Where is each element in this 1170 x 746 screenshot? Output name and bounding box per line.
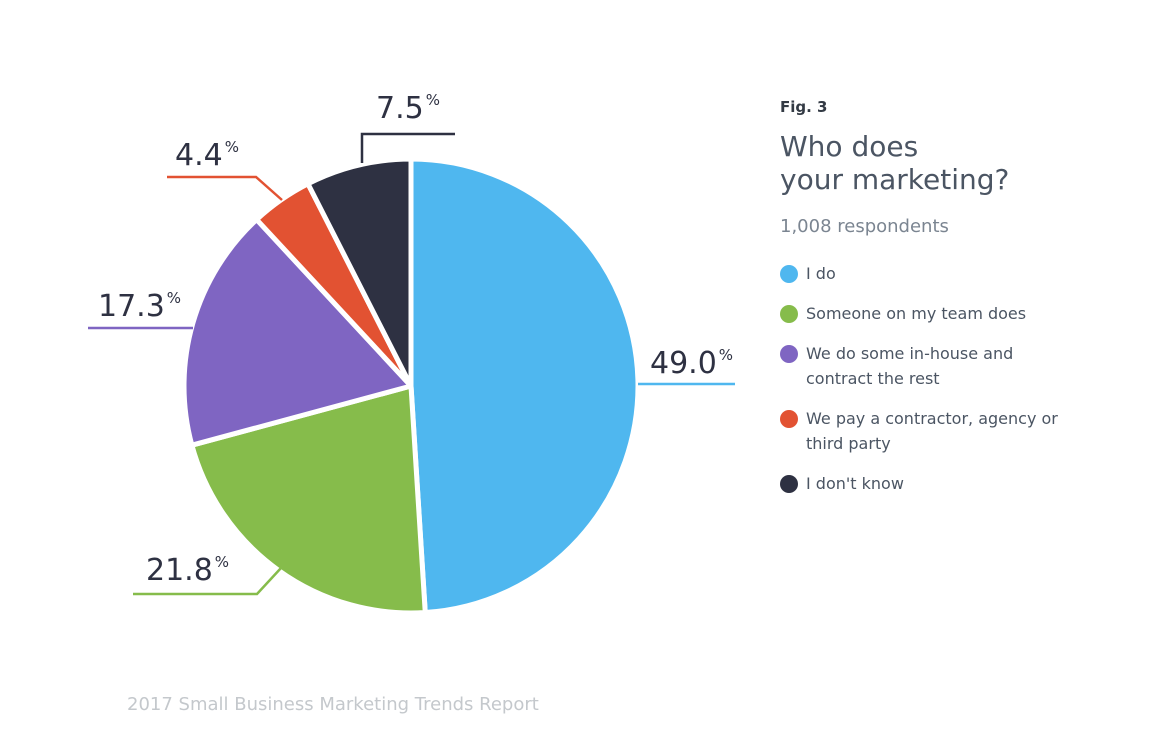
legend-label-dont-know: I don't know: [806, 474, 904, 493]
leader-line-contractor: [167, 175, 283, 201]
legend: I do Someone on my team does We do some …: [780, 261, 1160, 496]
legend-label-in-house: We do some in-house and contract the res…: [806, 344, 1014, 388]
data-label-team: 21.8%: [146, 553, 229, 588]
legend-item-contractor: We pay a contractor, agency or third par…: [780, 406, 1160, 456]
legend-swatch-i-do: [780, 265, 798, 283]
legend-item-team: Someone on my team does: [780, 301, 1160, 326]
legend-swatch-dont-know: [780, 475, 798, 493]
chart-title: Who does your marketing?: [780, 130, 1010, 196]
data-label-contractor: 4.4%: [175, 138, 239, 173]
legend-label-i-do: I do: [806, 264, 836, 283]
data-label-i-do: 49.0%: [650, 346, 733, 381]
data-label-in-house: 17.3%: [98, 289, 181, 324]
legend-label-contractor: We pay a contractor, agency or third par…: [806, 409, 1058, 453]
chart-subtitle: 1,008 respondents: [780, 216, 949, 237]
percent-sign: %: [719, 346, 733, 364]
legend-item-i-do: I do: [780, 261, 1160, 286]
legend-swatch-contractor: [780, 410, 798, 428]
pie-slice-dont-know: [305, 156, 414, 389]
chart-info-panel: Fig. 3 Who does your marketing? 1,008 re…: [780, 98, 1160, 511]
pie-slice-i-do: [408, 156, 641, 616]
footer-source: 2017 Small Business Marketing Trends Rep…: [127, 694, 539, 715]
leader-line-team: [133, 567, 282, 596]
legend-swatch-team: [780, 305, 798, 323]
legend-swatch-in-house: [780, 345, 798, 363]
legend-item-in-house: We do some in-house and contract the res…: [780, 341, 1160, 391]
percent-sign: %: [215, 553, 229, 571]
percent-sign: %: [167, 289, 181, 307]
percent-sign: %: [225, 138, 239, 156]
legend-item-dont-know: I don't know: [780, 471, 1160, 496]
pie-slice-in-house: [181, 217, 414, 448]
percent-sign: %: [426, 91, 440, 109]
data-label-dont-know: 7.5%: [376, 91, 440, 126]
legend-label-team: Someone on my team does: [806, 304, 1027, 323]
leader-line-dont-know: [360, 132, 455, 163]
figure-label: Fig. 3: [780, 98, 828, 116]
